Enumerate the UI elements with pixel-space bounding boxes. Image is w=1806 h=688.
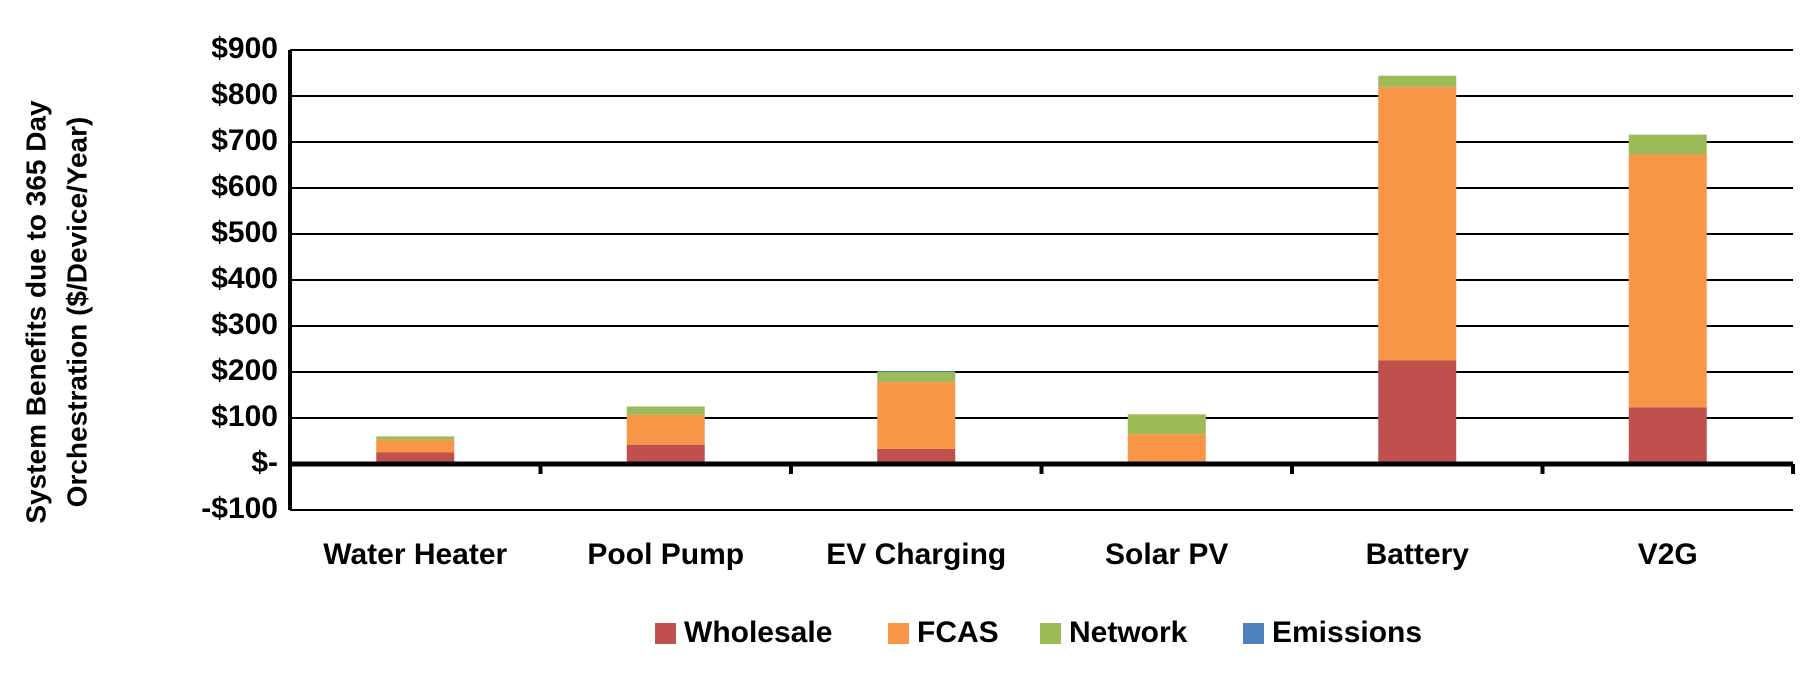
y-tick-label: $700 — [211, 124, 278, 157]
y-tick-label: $600 — [211, 170, 278, 203]
y-axis-title: System Benefits due to 365 Day Orchestrat… — [20, 100, 92, 524]
legend-label: Network — [1069, 616, 1188, 649]
y-tick-label: -$100 — [201, 492, 278, 525]
legend-label: FCAS — [917, 616, 999, 649]
y-tick-label: $300 — [211, 308, 278, 341]
legend-swatch — [655, 623, 676, 644]
bar-segment-fcas — [626, 414, 705, 445]
legend: Wholesale FCAS Network Emissions — [655, 616, 1422, 649]
y-tick-label: $400 — [211, 262, 278, 295]
bar-segment-emissions — [877, 371, 956, 372]
bar-segment-network — [1628, 134, 1707, 155]
y-tick-label: $900 — [211, 32, 278, 65]
bar-segment-network — [877, 372, 956, 383]
x-category-label: Pool Pump — [587, 538, 744, 571]
x-category-label: Battery — [1366, 538, 1470, 571]
bar-segment-fcas — [376, 439, 455, 453]
bar-segment-wholesale — [626, 444, 705, 464]
legend-item-network: Network — [1040, 616, 1188, 649]
y-axis-title-line: Orchestration ($/Device/Year) — [61, 117, 92, 508]
legend-label: Wholesale — [684, 616, 832, 649]
y-tick-label: $500 — [211, 216, 278, 249]
bar-segment-wholesale — [376, 452, 455, 464]
y-tick-label: $200 — [211, 354, 278, 387]
x-category-label: V2G — [1638, 538, 1698, 571]
bar-segment-network — [376, 436, 455, 440]
legend-swatch — [1243, 623, 1264, 644]
gridlines — [290, 49, 1793, 511]
y-tick-label: $100 — [211, 400, 278, 433]
axes — [288, 50, 1795, 510]
bar-segment-wholesale — [1378, 360, 1457, 464]
bar-segment-network — [1378, 75, 1457, 87]
category-labels: Water Heater Pool Pump EV Charging Solar PV… — [323, 538, 1698, 571]
legend-label: Emissions — [1272, 616, 1422, 649]
bar-segment-fcas — [1628, 154, 1707, 408]
x-category-label: Solar PV — [1105, 538, 1228, 571]
y-axis-title-line: System Benefits due to 365 Day — [20, 100, 51, 524]
legend-swatch — [888, 623, 909, 644]
x-category-label: EV Charging — [826, 538, 1006, 571]
bar-segment-wholesale — [877, 448, 956, 464]
bar-segment-fcas — [877, 382, 956, 449]
legend-item-fcas: FCAS — [888, 616, 999, 649]
bar-segment-network — [626, 406, 705, 415]
bars — [376, 75, 1707, 464]
bar-segment-wholesale — [1628, 407, 1707, 464]
y-tick-labels: $900 $800 $700 $600 $500 $400 $300 $200 $100 $- -$… — [201, 32, 278, 525]
y-tick-label: $800 — [211, 78, 278, 111]
legend-swatch — [1040, 623, 1061, 644]
legend-item-wholesale: Wholesale — [655, 616, 832, 649]
bar-segment-fcas — [1378, 86, 1457, 361]
legend-item-emissions: Emissions — [1243, 616, 1422, 649]
bar-segment-network — [1127, 414, 1206, 435]
x-category-label: Water Heater — [323, 538, 507, 571]
y-tick-label: $- — [251, 446, 278, 479]
bar-segment-fcas — [1127, 434, 1206, 464]
